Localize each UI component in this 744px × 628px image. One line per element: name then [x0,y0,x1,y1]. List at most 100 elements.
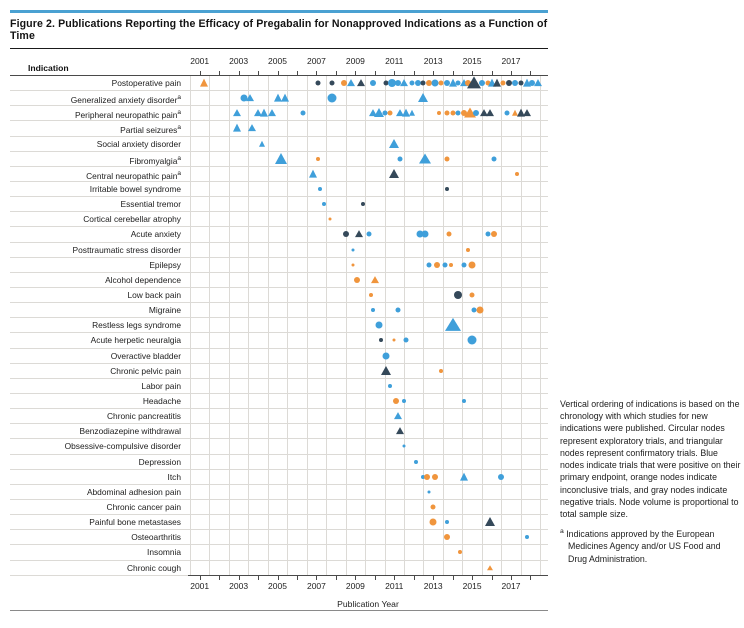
data-point [454,291,463,300]
indication-row [188,227,548,243]
axis-tick [433,575,435,580]
data-point [511,110,518,117]
row-label: Overactive bladder [10,349,188,364]
data-point [522,78,531,87]
indication-row [188,333,548,349]
top-x-axis: 2001 2003 2005 2007 2009 2011 2013 2015 2017 [188,54,548,75]
indication-row [188,561,548,576]
data-point [448,262,453,267]
data-point [516,108,525,117]
data-point [392,338,396,342]
data-point [382,110,388,116]
row-label: Itch [10,470,188,485]
axis-tick [530,575,532,580]
indication-row [188,152,548,167]
data-point [232,124,241,133]
data-point [340,80,347,87]
axis-tick [452,71,454,75]
row-label: Essential tremor [10,197,188,213]
indication-row [188,106,548,122]
data-point [466,247,471,252]
indication-row [188,379,548,394]
data-point [443,534,450,541]
axis-tick-label: 2001 [190,56,210,66]
indication-column-header: Indication [28,63,69,73]
axis-tick [394,575,396,580]
axis-tick [511,71,513,75]
data-point [460,472,469,481]
data-point [522,109,531,117]
data-point [487,78,496,87]
indication-row [188,515,548,531]
data-point [468,261,476,269]
axis-tick [355,575,357,580]
data-point [232,109,241,117]
data-point [431,79,439,87]
axis-tick-label: 2005 [268,56,287,66]
data-point [259,108,268,117]
data-point [419,153,432,164]
data-point [273,93,282,102]
indication-labels: Postoperative pain Generalized anxiety di… [10,76,188,576]
axis-tick-label: 2013 [423,580,443,591]
data-point [437,111,442,116]
axis-tick [433,71,435,75]
data-point [444,156,450,162]
data-point [322,202,327,207]
data-point [388,383,393,388]
data-point [479,109,488,117]
data-point [375,321,383,329]
data-point [382,352,390,360]
axis-tick [491,71,493,75]
axis-tick [277,71,279,75]
data-point [418,93,429,103]
axis-tick [335,71,337,75]
bottom-x-axis: 2001 2003 2005 2007 2009 2011 2013 2015 2017 [188,575,548,596]
axis-tick-label: 2009 [345,580,365,591]
indication-row [188,394,548,410]
data-point [461,262,467,268]
indication-row [188,349,548,364]
axis-tick [413,575,415,580]
data-point [267,109,276,117]
row-label: Fibromyalgiaa [10,152,188,167]
indication-row [188,273,548,288]
indication-row [188,485,548,500]
row-label: Chronic pancreatitis [10,409,188,425]
data-point [381,365,392,375]
data-point [426,262,432,268]
row-label: Epilepsy [10,258,188,273]
data-point [370,308,375,313]
data-point [393,398,400,405]
data-point [450,110,456,116]
data-point [401,108,410,117]
data-point [308,169,317,178]
data-point [258,140,265,147]
data-point [506,80,513,87]
data-point [467,76,482,89]
data-point [318,187,323,192]
data-point [442,262,448,268]
axis-tick [277,575,279,580]
indication-row [188,121,548,137]
row-label: Chronic cough [10,561,188,576]
indication-row [188,197,548,213]
row-label: Low back pain [10,288,188,304]
indication-row [188,424,548,440]
axis-tick-label: 2011 [385,56,404,66]
data-point [486,564,493,570]
data-point [500,80,506,86]
data-point [394,412,403,420]
axis-tick-label: 2015 [462,580,482,591]
data-point [369,80,376,87]
data-point [347,79,356,87]
accent-bar [10,10,548,13]
caption-footnote: a Indications approved by the European M… [560,527,742,565]
axis-tick [355,71,357,75]
data-point [248,124,257,132]
data-point [485,231,491,237]
axis-tick-label: 2017 [501,580,521,591]
data-point [455,80,461,86]
data-point [438,80,444,86]
data-point [529,80,536,87]
